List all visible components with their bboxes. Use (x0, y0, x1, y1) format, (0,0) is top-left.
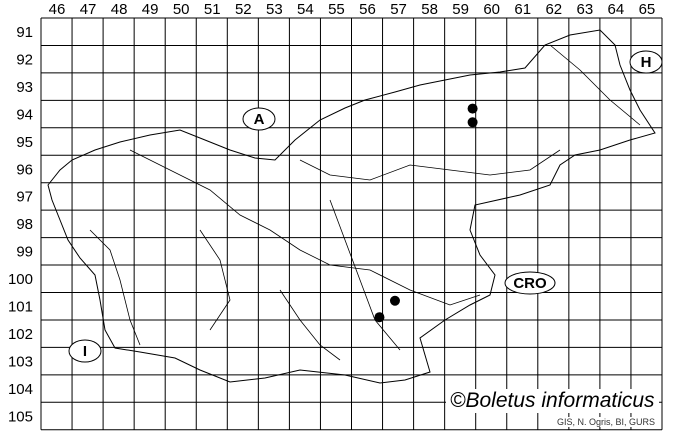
row-label: 91 (16, 24, 33, 41)
column-label: 59 (452, 1, 469, 18)
column-label: 58 (421, 1, 438, 18)
country-label-ellipse (629, 50, 663, 74)
row-label: 103 (8, 353, 33, 370)
grid (40, 17, 663, 431)
row-label: 101 (8, 299, 33, 316)
country-label-ellipse (504, 271, 556, 295)
country-label-a: A (254, 111, 265, 128)
row-label: 104 (8, 381, 33, 398)
column-label: 61 (514, 1, 531, 18)
occurrence-point (467, 103, 478, 114)
row-label: 105 (8, 408, 33, 425)
row-label: 96 (16, 161, 33, 178)
column-label: 51 (204, 1, 221, 18)
country-label-i: I (83, 343, 87, 360)
column-label: 52 (235, 1, 252, 18)
country-label-cro: CRO (513, 275, 547, 292)
occurrence-points (374, 103, 478, 323)
column-label: 55 (328, 1, 345, 18)
column-label: 48 (111, 1, 128, 18)
country-label-ellipse (242, 107, 276, 131)
row-label: 102 (8, 326, 33, 343)
column-label: 57 (390, 1, 407, 18)
column-label: 64 (608, 1, 625, 18)
row-label: 97 (16, 189, 33, 206)
column-label: 56 (359, 1, 376, 18)
row-label: 98 (16, 216, 33, 233)
column-label: 46 (49, 1, 66, 18)
row-label: 99 (16, 244, 33, 261)
axis-labels: 46 47 48 49 50 51 52 53 54 55 56 57 58 59 60 61 62 63 64 65… (8, 1, 655, 425)
row-label: 92 (16, 51, 33, 68)
source-credit: GIS, N. Ogris, BI, GURS (555, 417, 658, 427)
row-label: 93 (16, 79, 33, 96)
country-labels: A H CRO I (68, 50, 663, 363)
occurrence-point (467, 117, 478, 128)
row-label: 100 (8, 271, 33, 288)
row-label: 95 (16, 134, 33, 151)
rivers (89, 44, 641, 361)
column-label: 53 (266, 1, 283, 18)
column-label: 54 (297, 1, 314, 18)
country-label-h: H (641, 54, 652, 71)
map-title: ©Boletus informaticus (446, 389, 659, 413)
column-label: 49 (142, 1, 159, 18)
row-label: 94 (16, 106, 33, 123)
column-label: 60 (483, 1, 500, 18)
country-label-ellipse (68, 339, 102, 363)
occurrence-point (374, 312, 385, 323)
column-label: 65 (639, 1, 656, 18)
column-label: 62 (545, 1, 562, 18)
occurrence-point (389, 295, 400, 306)
column-label: 50 (173, 1, 190, 18)
column-label: 63 (577, 1, 594, 18)
country-border (47, 29, 656, 384)
column-label: 47 (80, 1, 97, 18)
